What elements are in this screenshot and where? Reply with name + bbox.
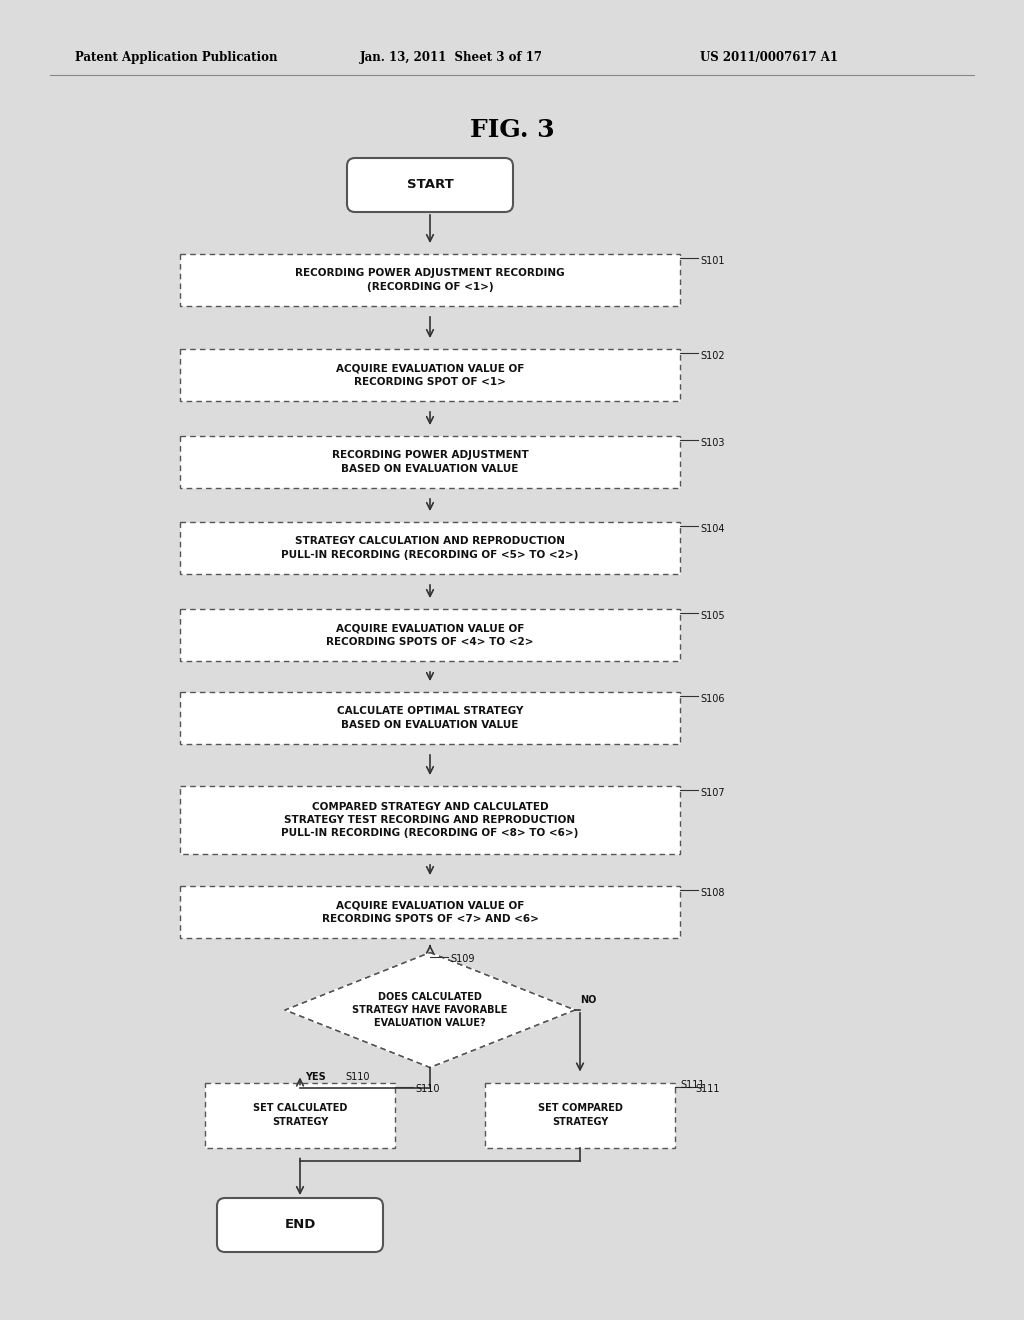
Text: START: START (407, 178, 454, 191)
Text: NO: NO (580, 995, 596, 1005)
Text: S104: S104 (700, 524, 725, 535)
FancyBboxPatch shape (180, 785, 680, 854)
FancyBboxPatch shape (205, 1082, 395, 1147)
FancyBboxPatch shape (180, 521, 680, 574)
Text: ACQUIRE EVALUATION VALUE OF
RECORDING SPOT OF <1>: ACQUIRE EVALUATION VALUE OF RECORDING SP… (336, 363, 524, 387)
Text: S110: S110 (345, 1072, 370, 1082)
Text: CALCULATE OPTIMAL STRATEGY
BASED ON EVALUATION VALUE: CALCULATE OPTIMAL STRATEGY BASED ON EVAL… (337, 706, 523, 730)
FancyBboxPatch shape (180, 609, 680, 661)
Text: S109: S109 (450, 954, 474, 965)
FancyBboxPatch shape (180, 886, 680, 939)
Text: S108: S108 (700, 888, 725, 898)
Polygon shape (285, 953, 575, 1068)
Text: S101: S101 (700, 256, 725, 267)
Text: S111: S111 (680, 1081, 705, 1090)
Text: END: END (285, 1218, 315, 1232)
FancyBboxPatch shape (180, 253, 680, 306)
FancyBboxPatch shape (180, 436, 680, 488)
Text: COMPARED STRATEGY AND CALCULATED
STRATEGY TEST RECORDING AND REPRODUCTION
PULL-I: COMPARED STRATEGY AND CALCULATED STRATEG… (282, 801, 579, 838)
Text: S110: S110 (415, 1085, 439, 1094)
Text: S105: S105 (700, 611, 725, 620)
Text: YES: YES (305, 1072, 326, 1082)
FancyBboxPatch shape (180, 692, 680, 744)
FancyBboxPatch shape (347, 158, 513, 213)
FancyBboxPatch shape (485, 1082, 675, 1147)
Text: SET CALCULATED
STRATEGY: SET CALCULATED STRATEGY (253, 1104, 347, 1126)
Text: RECORDING POWER ADJUSTMENT RECORDING
(RECORDING OF <1>): RECORDING POWER ADJUSTMENT RECORDING (RE… (295, 268, 565, 292)
Text: ACQUIRE EVALUATION VALUE OF
RECORDING SPOTS OF <4> TO <2>: ACQUIRE EVALUATION VALUE OF RECORDING SP… (327, 623, 534, 647)
Text: US 2011/0007617 A1: US 2011/0007617 A1 (700, 51, 838, 65)
Text: S107: S107 (700, 788, 725, 799)
FancyBboxPatch shape (180, 348, 680, 401)
Text: RECORDING POWER ADJUSTMENT
BASED ON EVALUATION VALUE: RECORDING POWER ADJUSTMENT BASED ON EVAL… (332, 450, 528, 474)
Text: FIG. 3: FIG. 3 (470, 117, 554, 143)
Text: Patent Application Publication: Patent Application Publication (75, 51, 278, 65)
Text: S102: S102 (700, 351, 725, 360)
Text: Jan. 13, 2011  Sheet 3 of 17: Jan. 13, 2011 Sheet 3 of 17 (360, 51, 543, 65)
Text: SET COMPARED
STRATEGY: SET COMPARED STRATEGY (538, 1104, 623, 1126)
Text: S103: S103 (700, 438, 725, 447)
Text: S111: S111 (695, 1085, 720, 1094)
Text: S106: S106 (700, 694, 725, 704)
Text: STRATEGY CALCULATION AND REPRODUCTION
PULL-IN RECORDING (RECORDING OF <5> TO <2>: STRATEGY CALCULATION AND REPRODUCTION PU… (282, 536, 579, 560)
Text: DOES CALCULATED
STRATEGY HAVE FAVORABLE
EVALUATION VALUE?: DOES CALCULATED STRATEGY HAVE FAVORABLE … (352, 991, 508, 1028)
FancyBboxPatch shape (217, 1199, 383, 1251)
Text: ACQUIRE EVALUATION VALUE OF
RECORDING SPOTS OF <7> AND <6>: ACQUIRE EVALUATION VALUE OF RECORDING SP… (322, 900, 539, 924)
